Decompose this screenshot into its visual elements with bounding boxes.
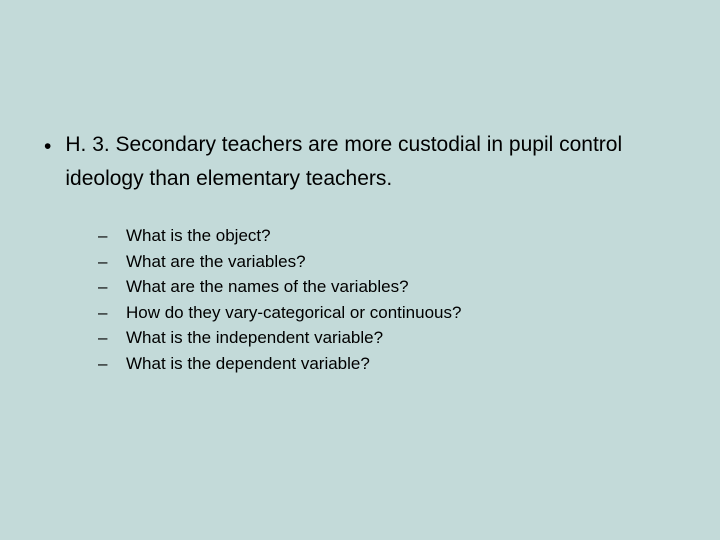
- sub-bullet-text: What is the object?: [126, 223, 680, 249]
- sub-bullet-item: – What is the object?: [98, 223, 680, 249]
- sub-bullet-item: – What are the names of the variables?: [98, 274, 680, 300]
- dash-marker: –: [98, 223, 122, 249]
- main-bullet-text: H. 3. Secondary teachers are more custod…: [65, 128, 680, 195]
- sub-bullet-text: What are the variables?: [126, 249, 680, 275]
- sub-bullet-item: – How do they vary-categorical or contin…: [98, 300, 680, 326]
- sub-bullet-list: – What is the object? – What are the var…: [98, 223, 680, 376]
- sub-bullet-text: What are the names of the variables?: [126, 274, 680, 300]
- sub-bullet-text: What is the independent variable?: [126, 325, 680, 351]
- slide-content: • H. 3. Secondary teachers are more cust…: [0, 0, 720, 540]
- dash-marker: –: [98, 325, 122, 351]
- dash-marker: –: [98, 300, 122, 326]
- sub-bullet-text: How do they vary-categorical or continuo…: [126, 300, 680, 326]
- sub-bullet-item: – What are the variables?: [98, 249, 680, 275]
- sub-bullet-item: – What is the dependent variable?: [98, 351, 680, 377]
- sub-bullet-text: What is the dependent variable?: [126, 351, 680, 377]
- main-bullet-item: • H. 3. Secondary teachers are more cust…: [44, 128, 680, 195]
- bullet-marker: •: [44, 130, 51, 164]
- dash-marker: –: [98, 351, 122, 377]
- sub-bullet-item: – What is the independent variable?: [98, 325, 680, 351]
- dash-marker: –: [98, 249, 122, 275]
- dash-marker: –: [98, 274, 122, 300]
